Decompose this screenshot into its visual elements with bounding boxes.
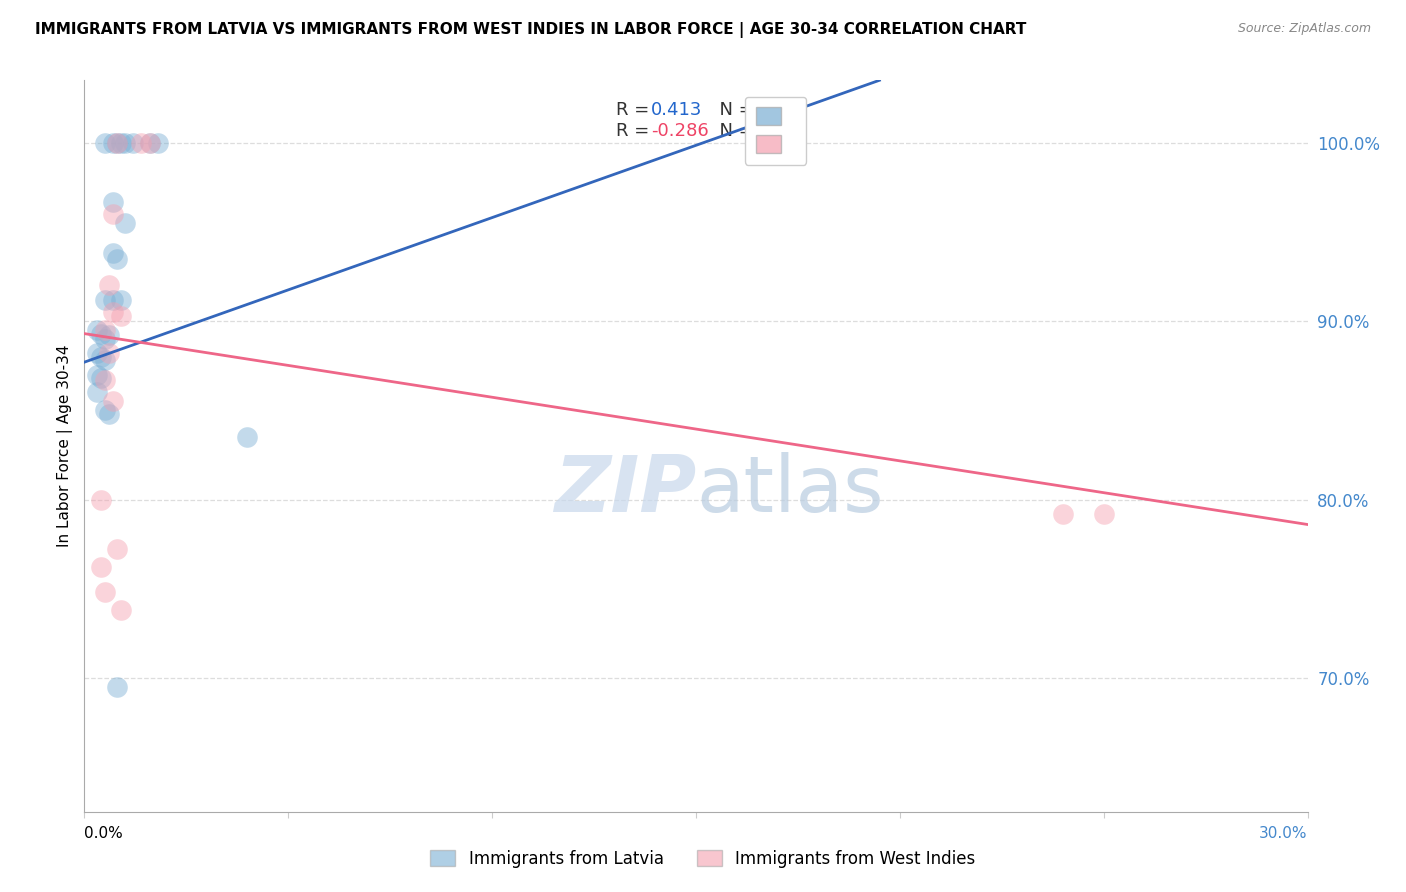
Text: -0.286: -0.286 [651,122,709,140]
Point [105,680,128,694]
Point [86,323,108,337]
Text: atlas: atlas [696,452,883,528]
Text: N =: N = [709,101,759,119]
Point [110,603,132,617]
Point [138,136,160,150]
Point [1052,507,1074,521]
Point [138,136,160,150]
Point [97,407,120,421]
Legend: , : , [745,96,806,165]
Text: 0.413: 0.413 [651,101,702,119]
Text: ZIP: ZIP [554,452,696,528]
Point [86,346,108,360]
Point [114,136,136,150]
Point [90,326,112,341]
Text: 29: 29 [748,101,772,119]
Point [101,394,124,409]
Point [101,305,124,319]
Point [97,328,120,343]
Point [90,371,112,385]
Text: Source: ZipAtlas.com: Source: ZipAtlas.com [1237,22,1371,36]
Text: 30.0%: 30.0% [1260,826,1308,841]
Text: R =: R = [616,101,655,119]
Point [105,542,128,557]
Point [1092,507,1115,521]
Point [93,332,115,346]
Point [97,278,120,293]
Point [146,136,169,150]
Point [101,246,124,260]
Point [105,136,128,150]
Point [101,207,124,221]
Point [131,136,153,150]
Point [93,293,115,307]
Point [86,385,108,400]
Point [236,430,259,444]
Point [110,309,132,323]
Point [93,373,115,387]
Y-axis label: In Labor Force | Age 30-34: In Labor Force | Age 30-34 [58,344,73,548]
Point [97,346,120,360]
Point [110,293,132,307]
Point [86,368,108,382]
Point [90,492,112,507]
Text: R =: R = [616,122,655,140]
Point [93,353,115,368]
Point [122,136,145,150]
Point [101,136,124,150]
Point [105,252,128,266]
Point [105,136,128,150]
Point [90,560,112,574]
Text: 18: 18 [748,122,772,140]
Point [101,194,124,209]
Point [114,216,136,230]
Point [90,350,112,364]
Point [110,136,132,150]
Point [101,293,124,307]
Text: IMMIGRANTS FROM LATVIA VS IMMIGRANTS FROM WEST INDIES IN LABOR FORCE | AGE 30-34: IMMIGRANTS FROM LATVIA VS IMMIGRANTS FRO… [35,22,1026,38]
Point [93,323,115,337]
Text: 0.0%: 0.0% [84,826,124,841]
Point [93,136,115,150]
Text: N =: N = [709,122,759,140]
Point [93,585,115,599]
Point [93,403,115,417]
Legend: Immigrants from Latvia, Immigrants from West Indies: Immigrants from Latvia, Immigrants from … [423,844,983,875]
